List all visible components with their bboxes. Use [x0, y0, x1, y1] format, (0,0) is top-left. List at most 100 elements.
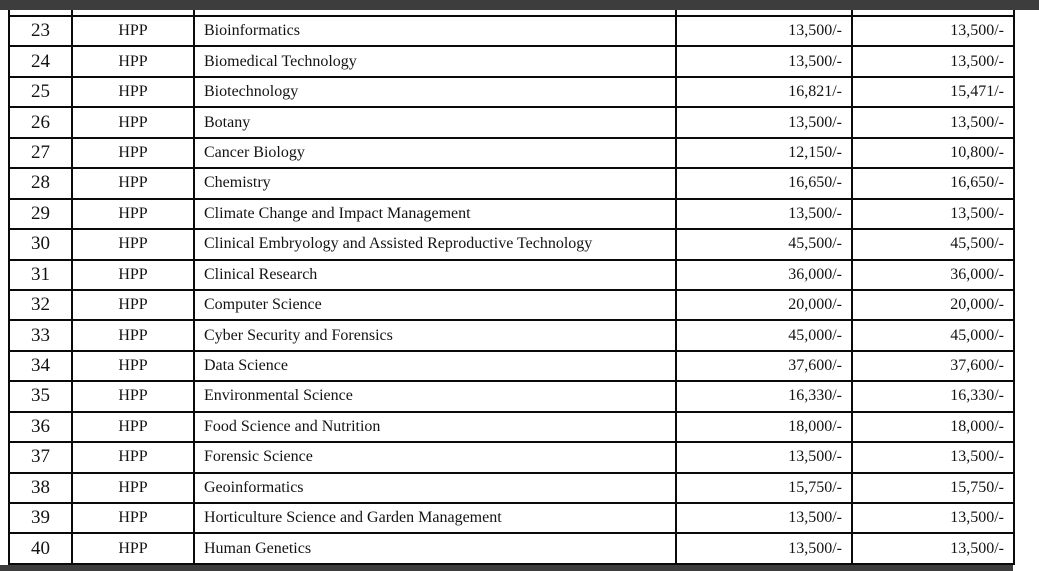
- course-name-cell: Climate Change and Impact Management: [195, 199, 677, 229]
- table-row: 36 HPP Food Science and Nutrition 18,000…: [10, 412, 1013, 444]
- row-number-cell: 29: [10, 199, 73, 229]
- course-name-cell: Food Science and Nutrition: [195, 412, 677, 442]
- course-name-cell: Forensic Science: [195, 443, 677, 472]
- fee-column-1-cell: 13,500/-: [677, 108, 853, 137]
- row-number-cell: 30: [10, 230, 73, 259]
- table-row: 33 HPP Cyber Security and Forensics 45,0…: [10, 321, 1013, 352]
- course-name-cell: Clinical Embryology and Assisted Reprodu…: [195, 230, 677, 259]
- fee-column-1-cell: 12,150/-: [677, 138, 853, 168]
- row-number-cell: 35: [10, 382, 73, 411]
- fee-column-2-cell: 13,500/-: [950, 539, 1004, 557]
- row-number-cell: 27: [10, 138, 73, 168]
- fee-column-2-cell: 36,000/-: [950, 265, 1004, 283]
- fee-column-2-cell: 15,471/-: [950, 83, 1004, 101]
- table-row: 23 HPP Bioinformatics 13,500/- 13,500/-: [10, 17, 1013, 48]
- table-row: 38 HPP Geoinformatics 15,750/- 15,750/-: [10, 473, 1013, 504]
- course-name-cell: Botany: [195, 108, 677, 137]
- row-number-cell: 37: [10, 443, 73, 472]
- fee-column-2-cell: 16,330/-: [950, 387, 1004, 405]
- course-name-cell: Computer Science: [195, 290, 677, 320]
- fee-column-1-cell: 13,500/-: [677, 534, 853, 563]
- program-code-cell: HPP: [73, 351, 195, 381]
- fee-column-1-cell: 16,821/-: [677, 77, 853, 107]
- table-row: 31 HPP Clinical Research 36,000/- 36,000…: [10, 260, 1013, 291]
- course-name-cell: Chemistry: [195, 169, 677, 198]
- row-number-cell: 38: [10, 473, 73, 502]
- row-number-cell: 32: [10, 290, 73, 320]
- fee-column-1-cell: 18,000/-: [677, 412, 853, 442]
- course-name-cell: Biotechnology: [195, 77, 677, 107]
- fee-column-1-cell: 20,000/-: [677, 290, 853, 320]
- fee-column-2-cell: 37,600/-: [950, 357, 1004, 375]
- program-code-cell: HPP: [73, 230, 195, 259]
- program-code-cell: HPP: [73, 534, 195, 563]
- fee-column-2-cell: 13,500/-: [950, 22, 1004, 40]
- table-row: 40 HPP Human Genetics 13,500/- 13,500/-: [10, 534, 1013, 565]
- fee-column-2-cell: 13,500/-: [950, 113, 1004, 131]
- table-row: 35 HPP Environmental Science 16,330/- 16…: [10, 382, 1013, 413]
- table-row: 30 HPP Clinical Embryology and Assisted …: [10, 230, 1013, 261]
- program-code-cell: HPP: [73, 443, 195, 472]
- row-number-cell: 31: [10, 260, 73, 289]
- course-name-cell: Cancer Biology: [195, 138, 677, 168]
- fee-column-2-cell: 18,000/-: [950, 417, 1004, 435]
- row-number-cell: 24: [10, 47, 73, 76]
- course-name-cell: Cyber Security and Forensics: [195, 321, 677, 350]
- fee-column-2-cell: 13,500/-: [950, 509, 1004, 527]
- fee-column-1-cell: 36,000/-: [677, 260, 853, 289]
- fee-column-1-cell: 37,600/-: [677, 351, 853, 381]
- course-name-cell: Horticulture Science and Garden Manageme…: [195, 504, 677, 533]
- program-code-cell: HPP: [73, 321, 195, 350]
- program-code-cell: HPP: [73, 260, 195, 289]
- program-code-cell: HPP: [73, 199, 195, 229]
- program-code-cell: HPP: [73, 412, 195, 442]
- row-number-cell: 26: [10, 108, 73, 137]
- fee-column-2-cell: 10,800/-: [950, 143, 1004, 161]
- fee-column-1-cell: 13,500/-: [677, 17, 853, 46]
- table-row: 29 HPP Climate Change and Impact Managem…: [10, 199, 1013, 231]
- fee-column-1-cell: 16,330/-: [677, 382, 853, 411]
- table-row: 28 HPP Chemistry 16,650/- 16,650/-: [10, 169, 1013, 200]
- row-number-cell: 39: [10, 504, 73, 533]
- course-name-cell: Clinical Research: [195, 260, 677, 289]
- fee-column-2-cell: 20,000/-: [950, 296, 1004, 314]
- program-code-cell: HPP: [73, 382, 195, 411]
- fee-column-2-cell: 13,500/-: [950, 204, 1004, 222]
- table-row-partial: [10, 10, 1013, 17]
- fee-column-1-cell: 13,500/-: [677, 504, 853, 533]
- program-code-cell: HPP: [73, 473, 195, 502]
- row-number-cell: 33: [10, 321, 73, 350]
- program-code-cell: HPP: [73, 108, 195, 137]
- course-name-cell: Human Genetics: [195, 534, 677, 563]
- row-number-cell: 25: [10, 77, 73, 107]
- program-code-cell: HPP: [73, 138, 195, 168]
- program-code-cell: HPP: [73, 77, 195, 107]
- viewer-bottom-bar: [0, 565, 1013, 571]
- fee-column-1-cell: 13,500/-: [677, 443, 853, 472]
- fee-column-1-cell: 15,750/-: [677, 473, 853, 502]
- table-row: 24 HPP Biomedical Technology 13,500/- 13…: [10, 47, 1013, 78]
- course-name-cell: Environmental Science: [195, 382, 677, 411]
- table-row: 34 HPP Data Science 37,600/- 37,600/-: [10, 351, 1013, 383]
- table-row: 32 HPP Computer Science 20,000/- 20,000/…: [10, 290, 1013, 322]
- table-row: 26 HPP Botany 13,500/- 13,500/-: [10, 108, 1013, 139]
- fee-column-1-cell: 16,650/-: [677, 169, 853, 198]
- row-number-cell: 23: [10, 17, 73, 46]
- program-code-cell: HPP: [73, 47, 195, 76]
- fee-column-2-cell: 16,650/-: [950, 174, 1004, 192]
- row-number-cell: 36: [10, 412, 73, 442]
- table-row: 39 HPP Horticulture Science and Garden M…: [10, 504, 1013, 535]
- fee-column-1-cell: 45,000/-: [677, 321, 853, 350]
- course-name-cell: Geoinformatics: [195, 473, 677, 502]
- fee-column-2-cell: 45,500/-: [950, 235, 1004, 253]
- row-number-cell: 40: [10, 534, 73, 563]
- table-row: 25 HPP Biotechnology 16,821/- 15,471/-: [10, 77, 1013, 109]
- course-name-cell: Biomedical Technology: [195, 47, 677, 76]
- fee-column-2-cell: 15,750/-: [950, 478, 1004, 496]
- program-code-cell: HPP: [73, 17, 195, 46]
- fee-column-1-cell: 13,500/-: [677, 47, 853, 76]
- program-code-cell: HPP: [73, 504, 195, 533]
- fee-column-1-cell: 45,500/-: [677, 230, 853, 259]
- program-code-cell: HPP: [73, 169, 195, 198]
